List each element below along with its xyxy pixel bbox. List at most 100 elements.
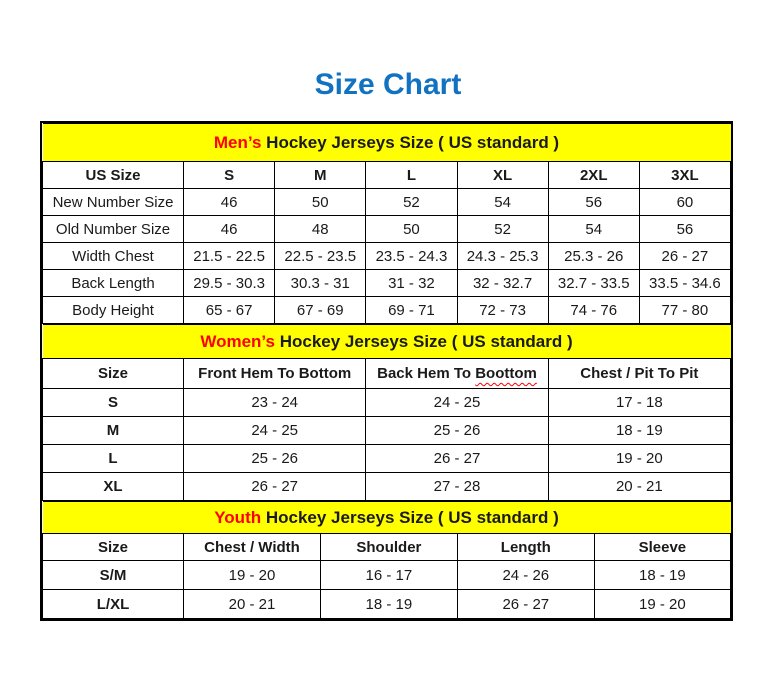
header-cell: L	[365, 161, 458, 189]
womens-title-accent: Women’s	[200, 331, 275, 351]
header-cell-with-typo: Back Hem To Boottom	[365, 358, 549, 389]
data-cell: 29.5 - 30.3	[183, 269, 276, 297]
table-row: New Number Size 46 50 52 54 56 60	[41, 188, 732, 216]
table-row: XL 26 - 27 27 - 28 20 - 21	[41, 472, 732, 501]
data-cell: 16 - 17	[319, 560, 458, 590]
youth-title-rest: Hockey Jerseys Size ( US standard )	[265, 507, 559, 527]
mens-table-title: Men’s Hockey Jerseys Size ( US standard …	[42, 123, 731, 162]
data-cell: 26 - 27	[638, 242, 732, 270]
header-cell: Chest / Width	[183, 533, 321, 561]
data-cell: 69 - 71	[365, 296, 458, 324]
header-cell: US Size	[41, 161, 185, 189]
row-label: L/XL	[41, 589, 185, 619]
data-cell: 26 - 27	[456, 589, 595, 619]
womens-table-title: Women’s Hockey Jerseys Size ( US standar…	[42, 324, 731, 359]
mens-table-title-row: Men’s Hockey Jerseys Size ( US standard …	[42, 123, 731, 162]
table-row: Old Number Size 46 48 50 52 54 56	[41, 215, 732, 243]
data-cell: 26 - 27	[365, 444, 549, 473]
mens-title-rest: Hockey Jerseys Size ( US standard )	[266, 132, 560, 152]
header-cell: Front Hem To Bottom	[183, 358, 367, 389]
data-cell: 56	[547, 188, 640, 216]
data-cell: 22.5 - 23.5	[274, 242, 367, 270]
data-cell: 65 - 67	[183, 296, 276, 324]
row-label: Back Length	[41, 269, 185, 297]
data-cell: 17 - 18	[547, 388, 732, 417]
data-cell: 19 - 20	[593, 589, 732, 619]
data-cell: 52	[365, 188, 458, 216]
womens-title-rest: Hockey Jerseys Size ( US standard )	[279, 331, 573, 351]
data-cell: 31 - 32	[365, 269, 458, 297]
data-cell: 26 - 27	[183, 472, 367, 501]
womens-header-row: Size Front Hem To Bottom Back Hem To Boo…	[41, 358, 732, 389]
table-row: Back Length 29.5 - 30.3 30.3 - 31 31 - 3…	[41, 269, 732, 297]
header-cell: S	[183, 161, 276, 189]
youth-table-title: Youth Hockey Jerseys Size ( US standard …	[42, 501, 731, 534]
row-label: S	[41, 388, 185, 417]
data-cell: 23 - 24	[183, 388, 367, 417]
data-cell: 18 - 19	[547, 416, 732, 445]
youth-title-accent: Youth	[214, 507, 262, 527]
womens-table-title-row: Women’s Hockey Jerseys Size ( US standar…	[42, 324, 731, 359]
womens-size-table: Women’s Hockey Jerseys Size ( US standar…	[41, 324, 732, 501]
row-label: New Number Size	[41, 188, 185, 216]
table-row: L/XL 20 - 21 18 - 19 26 - 27 19 - 20	[41, 589, 732, 619]
data-cell: 72 - 73	[456, 296, 549, 324]
header-cell: XL	[456, 161, 549, 189]
data-cell: 46	[183, 188, 276, 216]
data-cell: 23.5 - 24.3	[365, 242, 458, 270]
header-cell: Chest / Pit To Pit	[547, 358, 732, 389]
page-title: Size Chart	[314, 68, 462, 101]
size-chart-tables: Men’s Hockey Jerseys Size ( US standard …	[40, 121, 733, 621]
youth-header-row: Size Chest / Width Shoulder Length Sleev…	[41, 533, 732, 561]
youth-table-title-row: Youth Hockey Jerseys Size ( US standard …	[42, 501, 731, 534]
mens-size-table: Men’s Hockey Jerseys Size ( US standard …	[41, 123, 732, 324]
header-text: Back Hem To	[377, 365, 472, 382]
data-cell: 60	[638, 188, 732, 216]
header-cell: Shoulder	[319, 533, 458, 561]
row-label: Old Number Size	[41, 215, 185, 243]
table-row: M 24 - 25 25 - 26 18 - 19	[41, 416, 732, 445]
data-cell: 24.3 - 25.3	[456, 242, 549, 270]
data-cell: 54	[547, 215, 640, 243]
table-row: Body Height 65 - 67 67 - 69 69 - 71 72 -…	[41, 296, 732, 324]
header-cell: Size	[41, 358, 185, 389]
table-row: S 23 - 24 24 - 25 17 - 18	[41, 388, 732, 417]
data-cell: 24 - 25	[365, 388, 549, 417]
header-cell: 3XL	[638, 161, 732, 189]
row-label: S/M	[41, 560, 185, 590]
row-label: L	[41, 444, 185, 473]
data-cell: 20 - 21	[183, 589, 321, 619]
data-cell: 77 - 80	[638, 296, 732, 324]
misspelled-word-squiggle: Boottom	[475, 365, 537, 382]
data-cell: 25.3 - 26	[547, 242, 640, 270]
data-cell: 21.5 - 22.5	[183, 242, 276, 270]
data-cell: 30.3 - 31	[274, 269, 367, 297]
data-cell: 52	[456, 215, 549, 243]
table-row: L 25 - 26 26 - 27 19 - 20	[41, 444, 732, 473]
data-cell: 24 - 26	[456, 560, 595, 590]
row-label: Width Chest	[41, 242, 185, 270]
row-label: XL	[41, 472, 185, 501]
data-cell: 18 - 19	[593, 560, 732, 590]
row-label: M	[41, 416, 185, 445]
data-cell: 32 - 32.7	[456, 269, 549, 297]
table-row: Width Chest 21.5 - 22.5 22.5 - 23.5 23.5…	[41, 242, 732, 270]
data-cell: 50	[274, 188, 367, 216]
header-cell: Sleeve	[593, 533, 732, 561]
youth-size-table: Youth Hockey Jerseys Size ( US standard …	[41, 501, 732, 619]
mens-title-accent: Men’s	[213, 132, 262, 152]
data-cell: 46	[183, 215, 276, 243]
header-cell: 2XL	[547, 161, 640, 189]
data-cell: 27 - 28	[365, 472, 549, 501]
data-cell: 18 - 19	[319, 589, 458, 619]
header-cell: Length	[456, 533, 595, 561]
data-cell: 19 - 20	[547, 444, 732, 473]
data-cell: 25 - 26	[365, 416, 549, 445]
data-cell: 25 - 26	[183, 444, 367, 473]
row-label: Body Height	[41, 296, 185, 324]
mens-header-row: US Size S M L XL 2XL 3XL	[41, 161, 732, 189]
data-cell: 50	[365, 215, 458, 243]
data-cell: 19 - 20	[183, 560, 321, 590]
data-cell: 74 - 76	[547, 296, 640, 324]
